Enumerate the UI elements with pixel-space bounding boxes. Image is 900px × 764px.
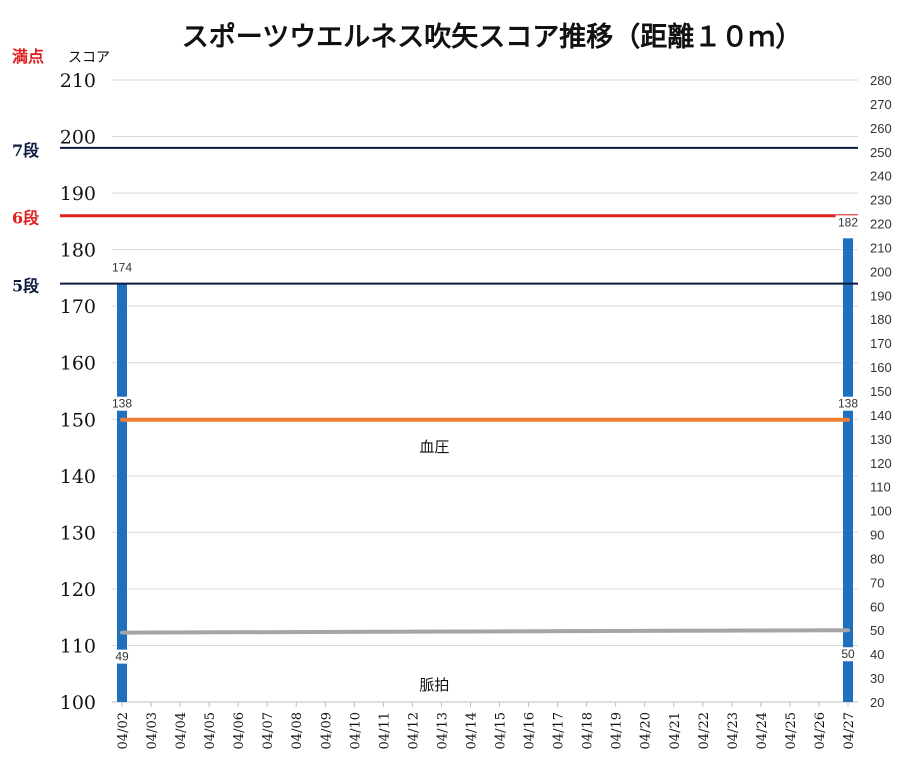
data-label-bg [835, 215, 861, 230]
data-label: 50 [841, 647, 855, 661]
right-tick-label: 280 [870, 73, 892, 88]
right-tick-label: 200 [870, 264, 892, 279]
x-tick-label: 04/04 [174, 712, 189, 749]
right-tick-label: 270 [870, 97, 892, 112]
x-tick-label: 04/19 [610, 712, 625, 749]
data-label: 49 [115, 650, 129, 664]
left-tick-label: 180 [60, 240, 96, 262]
series-line [120, 628, 850, 635]
right-tick-label: 220 [870, 217, 892, 232]
right-tick-label: 190 [870, 288, 892, 303]
y-axis-label: スコア [68, 50, 110, 66]
right-tick-label: 250 [870, 145, 892, 160]
right-tick-label: 20 [870, 695, 884, 710]
x-tick-label: 04/18 [581, 712, 596, 749]
series-name-label: 血圧 [419, 438, 449, 456]
left-tick-label: 110 [60, 635, 96, 657]
x-tick-label: 04/25 [784, 712, 799, 749]
right-tick-label: 90 [870, 528, 884, 543]
x-tick-label: 04/10 [348, 712, 363, 749]
x-tick-label: 04/14 [464, 712, 479, 749]
score-bar [117, 283, 127, 702]
x-axis-ticks: 04/02 04/03 04/04 04/05 04/06 04/07 04/08 04/09… [116, 702, 857, 749]
x-tick-label: 04/03 [145, 712, 160, 749]
reference-lines [60, 146, 858, 285]
data-label: 174 [112, 261, 132, 275]
right-tick-label: 80 [870, 551, 884, 566]
x-tick-label: 04/23 [726, 712, 741, 749]
right-tick-label: 170 [870, 336, 892, 351]
x-tick-label: 04/05 [203, 712, 218, 749]
left-tick-label: 100 [60, 692, 96, 714]
chart-title: スポーツウエルネス吹矢スコア推移（距離１０ｍ） [182, 21, 802, 53]
right-tick-label: 210 [870, 240, 892, 255]
reference-label: 満点 [12, 47, 44, 66]
x-tick-label: 04/13 [435, 712, 450, 749]
x-tick-label: 04/26 [813, 712, 828, 749]
series-name-label: 脈拍 [419, 676, 449, 694]
right-tick-label: 160 [870, 360, 892, 375]
right-tick-label: 40 [870, 647, 884, 662]
x-tick-label: 04/11 [377, 712, 392, 749]
x-tick-label: 04/15 [494, 712, 509, 749]
left-tick-label: 130 [60, 522, 96, 544]
data-label-bg [109, 260, 135, 275]
x-tick-label: 04/12 [406, 712, 421, 749]
right-tick-label: 180 [870, 312, 892, 327]
left-tick-label: 170 [60, 296, 96, 318]
reference-label: 6段 [12, 209, 40, 228]
left-tick-label: 210 [60, 70, 96, 92]
right-tick-label: 240 [870, 169, 892, 184]
reference-label: 7段 [12, 141, 40, 160]
right-axis-ticks: 20 30 40 50 60 70 80 90 100 110 120 130 140 150 160 170… [870, 73, 892, 710]
x-tick-label: 04/16 [523, 712, 538, 749]
gridlines [112, 79, 858, 703]
left-tick-label: 190 [60, 183, 96, 205]
x-tick-label: 04/07 [261, 712, 276, 749]
right-tick-label: 60 [870, 599, 884, 614]
data-label-bg [839, 647, 857, 662]
right-tick-label: 120 [870, 456, 892, 471]
data-label-bg [835, 396, 861, 411]
right-tick-label: 260 [870, 121, 892, 136]
left-tick-label: 120 [60, 579, 96, 601]
reference-labels: 満点 7段 6段 5段 [12, 47, 44, 296]
right-tick-label: 140 [870, 408, 892, 423]
score-bars [117, 238, 853, 702]
right-tick-label: 230 [870, 193, 892, 208]
x-tick-label: 04/27 [842, 712, 857, 749]
x-tick-label: 04/02 [116, 712, 131, 749]
x-tick-label: 04/21 [668, 712, 683, 749]
left-tick-label: 160 [60, 353, 96, 375]
right-tick-label: 30 [870, 671, 884, 686]
data-label: 138 [112, 397, 132, 411]
right-tick-label: 70 [870, 575, 884, 590]
right-tick-label: 130 [870, 432, 892, 447]
x-tick-label: 04/08 [290, 712, 305, 749]
left-tick-label: 150 [60, 409, 96, 431]
x-tick-label: 04/20 [639, 712, 654, 749]
data-labels: 174 182 138 138 49 50 [109, 215, 861, 664]
right-tick-label: 100 [870, 504, 892, 519]
right-tick-label: 50 [870, 623, 884, 638]
right-tick-label: 110 [870, 480, 891, 495]
data-label-bg [109, 396, 135, 411]
left-axis-ticks: 100 110 120 130 140 150 160 170 180 190 200 210 [60, 70, 96, 714]
left-tick-label: 140 [60, 466, 96, 488]
data-label: 182 [838, 215, 858, 229]
data-label-bg [113, 649, 131, 664]
left-tick-label: 200 [60, 127, 96, 149]
right-tick-label: 150 [870, 384, 892, 399]
x-tick-label: 04/06 [232, 712, 247, 749]
x-tick-label: 04/09 [319, 712, 334, 749]
x-tick-label: 04/22 [697, 712, 712, 749]
reference-label: 5段 [12, 277, 40, 296]
x-tick-label: 04/17 [552, 712, 567, 749]
x-tick-label: 04/24 [755, 712, 770, 749]
data-label: 138 [838, 397, 858, 411]
score-bar [843, 238, 853, 702]
